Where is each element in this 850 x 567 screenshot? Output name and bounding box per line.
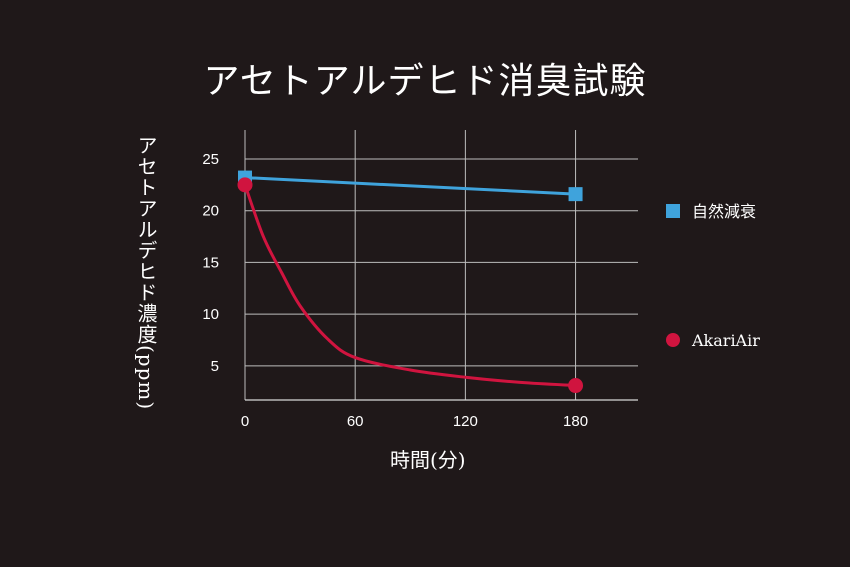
y-tick-label: 5 xyxy=(211,358,219,375)
series-line xyxy=(243,184,576,388)
legend-label: AkariAir xyxy=(691,331,760,350)
series-line xyxy=(244,176,576,196)
legend-label: 自然減衰 xyxy=(692,202,756,221)
y-tick-label: 10 xyxy=(202,306,219,323)
data-point-circle xyxy=(237,177,253,193)
chart-title: アセトアルデヒド消臭試験 xyxy=(203,61,647,102)
y-tick-label: 15 xyxy=(202,254,219,271)
y-tick-label: 20 xyxy=(202,203,219,220)
x-tick-label: 60 xyxy=(347,413,364,430)
x-tick-label: 120 xyxy=(453,413,478,430)
legend-circle-icon xyxy=(666,333,680,347)
legend-square-icon xyxy=(666,204,680,218)
y-tick-label: 25 xyxy=(202,151,219,168)
x-axis-label: 時間(分) xyxy=(390,448,466,472)
x-tick-label: 180 xyxy=(563,413,588,430)
x-tick-label: 0 xyxy=(241,413,249,430)
y-axis-label: アセトアルデヒド濃度(ppm) xyxy=(134,135,158,411)
data-point-circle xyxy=(568,378,584,394)
data-point-square xyxy=(568,187,583,202)
